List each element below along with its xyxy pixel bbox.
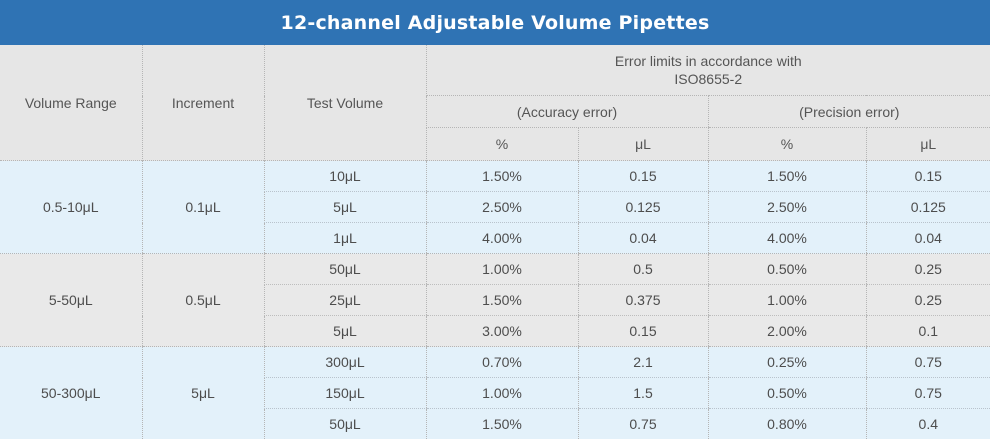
test-volume-cell: 1μL <box>264 223 426 254</box>
accuracy-pct-cell: 3.00% <box>426 316 578 347</box>
precision-ul-cell: 0.15 <box>866 161 990 192</box>
accuracy-ul-cell: 2.1 <box>578 347 708 378</box>
accuracy-pct-cell: 1.00% <box>426 254 578 285</box>
test-volume-cell: 25μL <box>264 285 426 316</box>
header-volume-range: Volume Range <box>0 45 142 161</box>
header-error-limits-line2: ISO8655-2 <box>674 71 742 87</box>
table-row: 5-50μL 0.5μL 50μL 1.00% 0.5 0.50% 0.25 <box>0 254 990 285</box>
accuracy-ul-cell: 0.04 <box>578 223 708 254</box>
accuracy-pct-cell: 0.70% <box>426 347 578 378</box>
precision-ul-cell: 0.25 <box>866 254 990 285</box>
header-increment: Increment <box>142 45 264 161</box>
volume-range-cell: 50-300μL <box>0 347 142 439</box>
accuracy-pct-cell: 1.50% <box>426 285 578 316</box>
test-volume-cell: 10μL <box>264 161 426 192</box>
precision-pct-cell: 0.50% <box>708 378 866 409</box>
accuracy-pct-cell: 1.00% <box>426 378 578 409</box>
test-volume-cell: 50μL <box>264 409 426 439</box>
increment-cell: 0.1μL <box>142 161 264 254</box>
test-volume-cell: 150μL <box>264 378 426 409</box>
volume-range-cell: 0.5-10μL <box>0 161 142 254</box>
precision-pct-cell: 1.50% <box>708 161 866 192</box>
precision-ul-cell: 0.75 <box>866 347 990 378</box>
header-test-volume: Test Volume <box>264 45 426 161</box>
precision-ul-cell: 0.1 <box>866 316 990 347</box>
specifications-table: Volume Range Increment Test Volume Error… <box>0 45 990 439</box>
accuracy-ul-cell: 0.75 <box>578 409 708 439</box>
table-title: 12-channel Adjustable Volume Pipettes <box>0 0 990 45</box>
precision-pct-cell: 1.00% <box>708 285 866 316</box>
increment-cell: 0.5μL <box>142 254 264 347</box>
precision-pct-cell: 0.25% <box>708 347 866 378</box>
table-row: 50-300μL 5μL 300μL 0.70% 2.1 0.25% 0.75 <box>0 347 990 378</box>
table-body: 0.5-10μL 0.1μL 10μL 1.50% 0.15 1.50% 0.1… <box>0 161 990 439</box>
test-volume-cell: 300μL <box>264 347 426 378</box>
header-error-limits-line1: Error limits in accordance with <box>615 53 802 69</box>
precision-pct-cell: 4.00% <box>708 223 866 254</box>
table-header: Volume Range Increment Test Volume Error… <box>0 45 990 161</box>
precision-ul-cell: 0.75 <box>866 378 990 409</box>
precision-pct-cell: 0.80% <box>708 409 866 439</box>
test-volume-cell: 50μL <box>264 254 426 285</box>
accuracy-ul-cell: 0.15 <box>578 161 708 192</box>
volume-range-cell: 5-50μL <box>0 254 142 347</box>
header-accuracy-pct: % <box>426 128 578 161</box>
accuracy-ul-cell: 0.125 <box>578 192 708 223</box>
precision-pct-cell: 2.50% <box>708 192 866 223</box>
precision-ul-cell: 0.04 <box>866 223 990 254</box>
table-row: 0.5-10μL 0.1μL 10μL 1.50% 0.15 1.50% 0.1… <box>0 161 990 192</box>
precision-ul-cell: 0.4 <box>866 409 990 439</box>
precision-pct-cell: 2.00% <box>708 316 866 347</box>
accuracy-pct-cell: 1.50% <box>426 161 578 192</box>
header-error-limits: Error limits in accordance with ISO8655-… <box>426 45 990 96</box>
precision-ul-cell: 0.25 <box>866 285 990 316</box>
precision-ul-cell: 0.125 <box>866 192 990 223</box>
header-accuracy-ul: μL <box>578 128 708 161</box>
accuracy-ul-cell: 0.375 <box>578 285 708 316</box>
header-precision-ul: μL <box>866 128 990 161</box>
test-volume-cell: 5μL <box>264 192 426 223</box>
accuracy-pct-cell: 2.50% <box>426 192 578 223</box>
accuracy-pct-cell: 1.50% <box>426 409 578 439</box>
header-precision-pct: % <box>708 128 866 161</box>
accuracy-ul-cell: 1.5 <box>578 378 708 409</box>
test-volume-cell: 5μL <box>264 316 426 347</box>
header-accuracy-error: (Accuracy error) <box>426 96 708 128</box>
accuracy-pct-cell: 4.00% <box>426 223 578 254</box>
accuracy-ul-cell: 0.5 <box>578 254 708 285</box>
accuracy-ul-cell: 0.15 <box>578 316 708 347</box>
precision-pct-cell: 0.50% <box>708 254 866 285</box>
header-precision-error: (Precision error) <box>708 96 990 128</box>
increment-cell: 5μL <box>142 347 264 439</box>
